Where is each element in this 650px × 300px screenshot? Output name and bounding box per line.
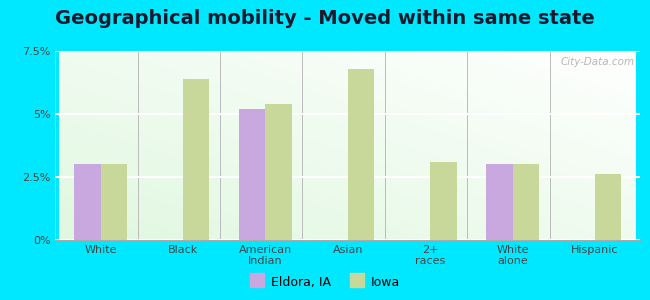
Bar <box>101 164 127 240</box>
Text: Geographical mobility - Moved within same state: Geographical mobility - Moved within sam… <box>55 9 595 28</box>
Legend: Eldora, IA, Iowa: Eldora, IA, Iowa <box>245 271 405 294</box>
Bar <box>183 79 209 240</box>
Bar <box>486 164 513 240</box>
Bar <box>348 69 374 240</box>
Bar <box>513 164 539 240</box>
Text: City-Data.com: City-Data.com <box>560 57 634 67</box>
Bar <box>74 164 101 240</box>
Bar <box>265 104 292 240</box>
Bar <box>239 109 265 240</box>
Bar <box>595 175 621 240</box>
Bar <box>430 162 456 240</box>
